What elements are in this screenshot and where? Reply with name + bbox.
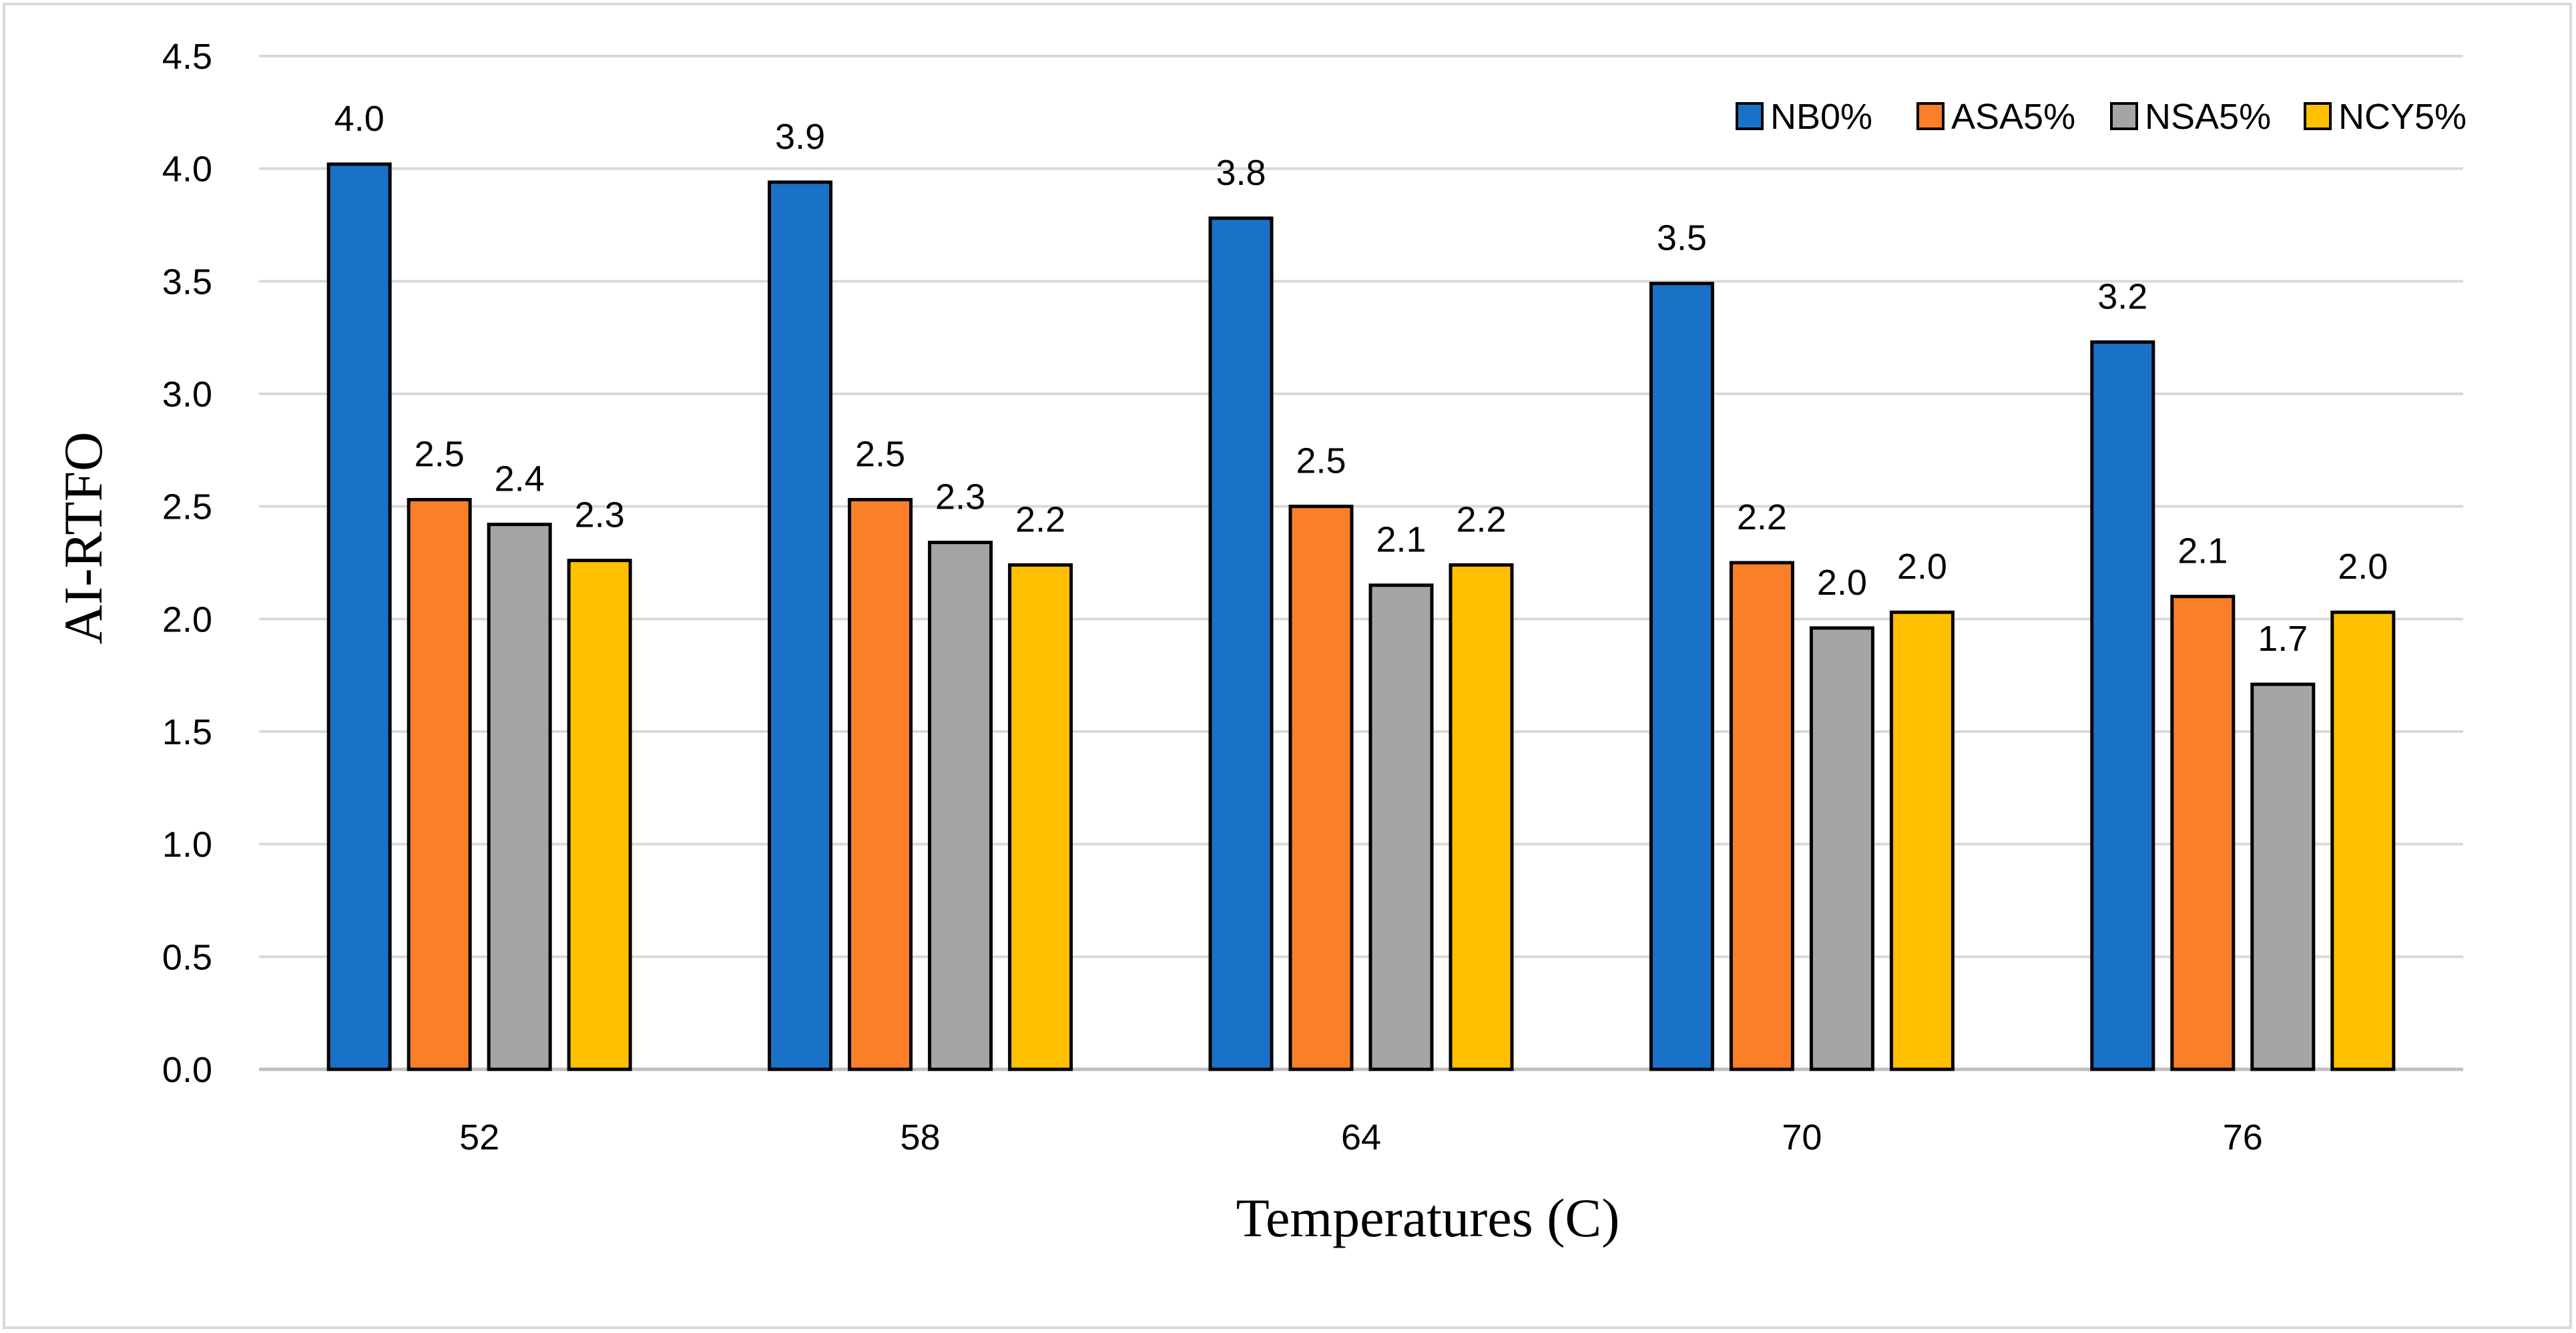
bar-ncy5pct-70: [1889, 610, 1955, 1071]
y-tick-label: 3.5: [162, 262, 212, 302]
legend-label: NSA5%: [2145, 97, 2271, 137]
bar-ncy5pct-76: [2330, 610, 2396, 1071]
x-tick-label: 70: [1782, 1117, 1822, 1157]
bar-asa5pct-52: [407, 498, 472, 1071]
bar-nb0pct-58: [768, 180, 833, 1071]
data-label: 3.9: [775, 117, 825, 157]
data-label: 2.3: [935, 477, 985, 517]
y-tick-label: 1.5: [162, 712, 212, 752]
data-label: 1.7: [2258, 619, 2308, 659]
bar-asa5pct-64: [1288, 505, 1354, 1071]
legend-swatch-asa5pct: [1916, 102, 1945, 130]
y-tick-label: 2.5: [162, 487, 212, 527]
bar-ncy5pct-64: [1449, 563, 1514, 1071]
legend-swatch-nsa5pct: [2110, 102, 2138, 130]
y-tick-label: 0.5: [162, 937, 212, 977]
bar-nsa5pct-76: [2250, 682, 2316, 1071]
data-label: 2.5: [855, 435, 905, 475]
y-tick-label: 4.5: [162, 37, 212, 77]
data-label: 4.0: [334, 99, 384, 139]
bar-asa5pct-76: [2170, 595, 2236, 1071]
x-tick-label: 58: [900, 1117, 941, 1157]
y-tick-label: 3.0: [162, 374, 212, 415]
y-axis-title: AI-RTFO: [53, 432, 113, 645]
bar-nsa5pct-70: [1809, 626, 1874, 1071]
bar-asa5pct-58: [848, 498, 913, 1071]
data-label: 3.2: [2097, 276, 2147, 316]
y-tick-label: 2.0: [162, 599, 212, 639]
data-label: 2.1: [1376, 520, 1426, 560]
data-label: 2.1: [2177, 531, 2228, 571]
bar-nb0pct-64: [1208, 216, 1274, 1071]
bars: [326, 162, 2396, 1071]
legend-swatch-nb0pct: [1736, 102, 1764, 130]
bar-nb0pct-70: [1649, 282, 1714, 1071]
x-tick-label: 64: [1341, 1117, 1381, 1157]
legend-label: NB0%: [1770, 97, 1872, 137]
bar-nb0pct-76: [2090, 340, 2155, 1071]
x-axis-ticks: 52 58 64 70 76: [459, 1117, 2263, 1157]
y-axis-ticks: 0.0 0.5 1.0 1.5 2.0 2.5 3.0 3.5 4.0 4.5: [162, 37, 212, 1090]
bar-asa5pct-70: [1729, 561, 1794, 1071]
bar-ncy5pct-58: [1008, 563, 1073, 1071]
bar-nb0pct-52: [326, 162, 392, 1071]
y-tick-label: 0.0: [162, 1050, 212, 1090]
data-label: 3.8: [1216, 153, 1266, 193]
data-label: 2.2: [1737, 497, 1787, 537]
legend-label: ASA5%: [1951, 97, 2075, 137]
legend-swatch-ncy5pct: [2304, 102, 2332, 130]
data-label: 2.0: [1897, 547, 1947, 587]
x-tick-label: 76: [2223, 1117, 2263, 1157]
y-tick-label: 4.0: [162, 150, 212, 190]
x-tick-label: 52: [459, 1117, 499, 1157]
bar-nsa5pct-58: [928, 541, 993, 1071]
data-label: 2.0: [1817, 563, 1867, 603]
data-label: 2.0: [2338, 547, 2388, 587]
data-label: 2.2: [1015, 499, 1065, 539]
data-label: 2.2: [1456, 499, 1506, 539]
data-label: 2.4: [495, 459, 545, 499]
data-label: 2.5: [415, 435, 465, 475]
data-labels: 4.0 2.5 2.4 2.3 3.9 2.5 2.3 2.2 3.8 2.5 2.1 2.2 3.5 2…: [334, 99, 2388, 659]
legend-label: NCY5%: [2338, 97, 2467, 137]
bar-ncy5pct-52: [567, 559, 632, 1071]
data-label: 3.5: [1657, 218, 1707, 258]
data-label: 2.3: [575, 495, 625, 535]
bar-nsa5pct-52: [487, 523, 552, 1071]
legend: NB0% ASA5% NSA5% NCY5%: [1736, 97, 2467, 137]
x-axis-title: Temperatures (C): [1236, 1187, 1620, 1248]
y-tick-label: 1.0: [162, 825, 212, 865]
bar-nsa5pct-64: [1368, 583, 1434, 1071]
data-label: 2.5: [1296, 441, 1346, 481]
